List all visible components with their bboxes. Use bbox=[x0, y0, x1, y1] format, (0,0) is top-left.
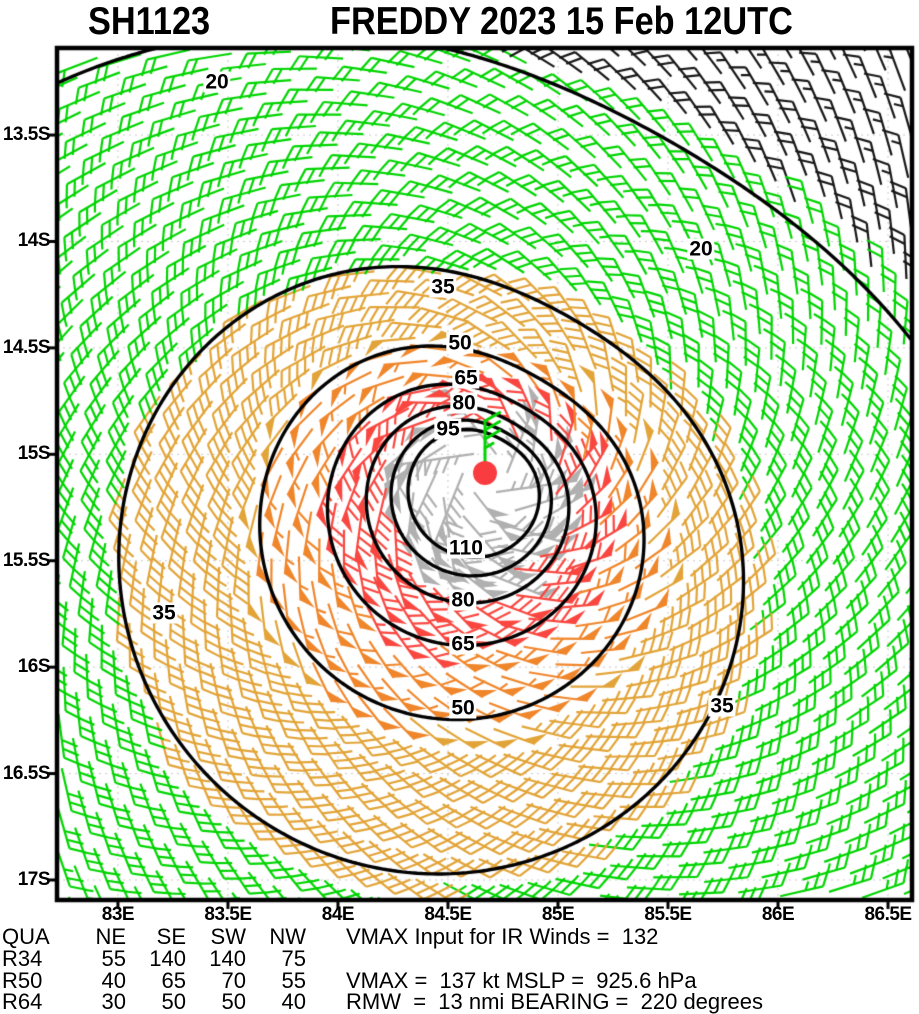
lat-tick-label: 15.5S bbox=[2, 549, 51, 571]
info-row-text: RMW = 13 nmi BEARING = 220 degrees bbox=[346, 989, 763, 1014]
info-quadrant-value: 140 bbox=[209, 945, 246, 971]
contour-label: 35 bbox=[429, 275, 457, 299]
lon-tick-label: 85.5E bbox=[644, 904, 692, 925]
contour-label: 80 bbox=[449, 588, 477, 612]
info-quadrant-value: 70 bbox=[221, 967, 246, 993]
lat-tick-label: 14.5S bbox=[2, 336, 51, 358]
info-row: R64 30 50 50 40 RMW = 13 nmi BEARING = 220 de… bbox=[2, 991, 919, 1013]
contour-label: 20 bbox=[203, 70, 231, 94]
lon-tick-label: 84E bbox=[321, 904, 355, 925]
info-row: R34 55 140 140 75 bbox=[2, 945, 919, 971]
lat-tick-label: 16.5S bbox=[2, 762, 51, 784]
info-quadrant-value: 40 bbox=[281, 989, 306, 1014]
info-quadrant-value: 50 bbox=[221, 989, 246, 1014]
lon-tick-label: 86.5E bbox=[864, 904, 912, 925]
info-quadrant-value: 140 bbox=[149, 945, 186, 971]
info-quadrant-value: 55 bbox=[281, 967, 306, 993]
lat-tick-label: 13.5S bbox=[2, 124, 51, 146]
contour-label: 110 bbox=[447, 536, 485, 560]
info-row-text: VMAX Input for IR Winds = 132 bbox=[346, 924, 659, 949]
info-quadrant-value: 55 bbox=[101, 945, 126, 971]
lat-tick-label: 17S bbox=[17, 868, 51, 890]
lon-tick-label: 83E bbox=[101, 904, 135, 925]
info-row-label: QUA bbox=[2, 924, 50, 949]
info-quadrant-value: 75 bbox=[281, 945, 306, 971]
lon-tick-label: 83.5E bbox=[204, 904, 252, 925]
info-quadrant-value: SE bbox=[156, 924, 186, 949]
info-row: R50 40 65 70 55 VMAX = 137 kt MSLP = 925.6 hP… bbox=[2, 967, 919, 993]
info-quadrant-value: SW bbox=[210, 924, 246, 949]
lon-tick-label: 84.5E bbox=[424, 904, 472, 925]
info-row-label: R64 bbox=[2, 989, 43, 1014]
contour-label: 65 bbox=[452, 366, 480, 390]
info-row-label: R34 bbox=[2, 945, 43, 971]
contour-label: 35 bbox=[708, 694, 736, 718]
lon-tick-label: 85E bbox=[541, 904, 575, 925]
info-quadrant-value: 30 bbox=[101, 989, 126, 1014]
contour-label: 95 bbox=[434, 417, 462, 441]
lon-tick-label: 86E bbox=[761, 904, 795, 925]
contour-label: 20 bbox=[687, 237, 715, 261]
contour-label: 65 bbox=[449, 632, 477, 656]
info-row-label: R50 bbox=[2, 967, 43, 993]
contour-label: 50 bbox=[449, 696, 477, 720]
lat-tick-label: 16S bbox=[17, 656, 51, 678]
lat-tick-label: 14S bbox=[17, 230, 51, 252]
info-row-text: VMAX = 137 kt MSLP = 925.6 hPa bbox=[346, 967, 697, 993]
contour-label: 50 bbox=[446, 331, 474, 355]
info-quadrant-value: 50 bbox=[161, 989, 186, 1014]
contour-label: 35 bbox=[150, 601, 178, 625]
info-block: QUA NE SE SW NW VMAX Input for IR Winds = 132… bbox=[2, 926, 919, 1013]
info-quadrant-value: NW bbox=[269, 924, 306, 949]
info-row: QUA NE SE SW NW VMAX Input for IR Winds = 132 bbox=[2, 926, 919, 948]
info-quadrant-value: 65 bbox=[161, 967, 186, 993]
lat-tick-label: 15S bbox=[17, 443, 51, 465]
info-quadrant-value: NE bbox=[95, 924, 126, 949]
info-quadrant-value: 40 bbox=[101, 967, 126, 993]
contour-label: 80 bbox=[450, 391, 478, 415]
